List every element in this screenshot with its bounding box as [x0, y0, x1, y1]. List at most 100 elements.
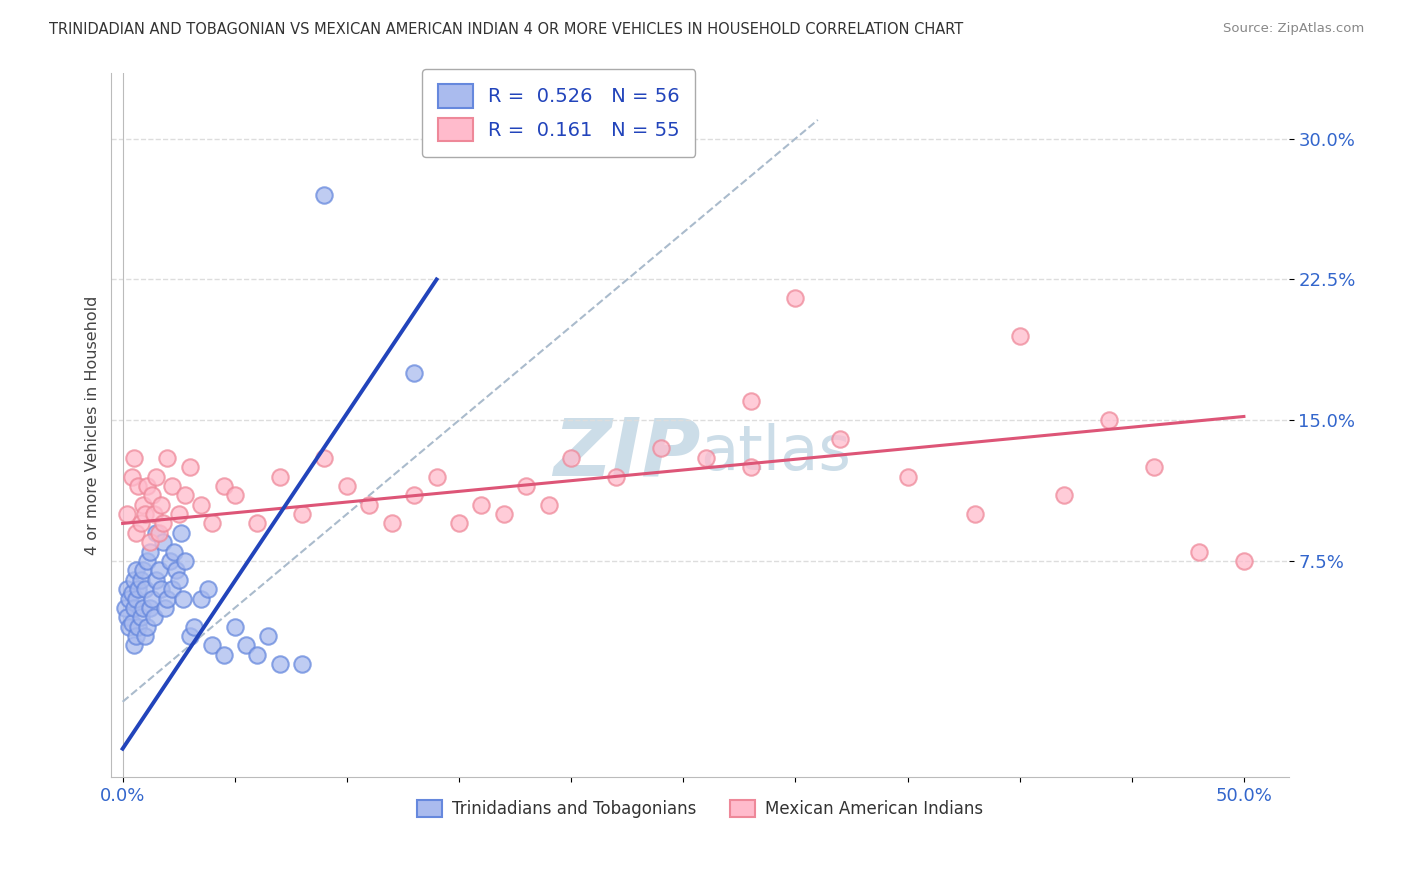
- Point: [118, 620, 141, 634]
- Point: [163, 544, 186, 558]
- Point: [148, 525, 170, 540]
- Point: [212, 479, 235, 493]
- Point: [156, 450, 179, 465]
- Point: [190, 498, 212, 512]
- Point: [145, 573, 167, 587]
- Point: [122, 639, 145, 653]
- Point: [605, 469, 627, 483]
- Point: [145, 469, 167, 483]
- Point: [740, 460, 762, 475]
- Point: [149, 582, 172, 596]
- Point: [129, 516, 152, 531]
- Point: [115, 610, 138, 624]
- Point: [160, 479, 183, 493]
- Point: [359, 498, 381, 512]
- Text: Source: ZipAtlas.com: Source: ZipAtlas.com: [1223, 22, 1364, 36]
- Point: [167, 573, 190, 587]
- Point: [149, 498, 172, 512]
- Point: [492, 507, 515, 521]
- Text: atlas: atlas: [700, 423, 851, 483]
- Legend: Trinidadians and Tobagonians, Mexican American Indians: Trinidadians and Tobagonians, Mexican Am…: [411, 793, 990, 825]
- Point: [183, 620, 205, 634]
- Point: [515, 479, 537, 493]
- Point: [404, 488, 426, 502]
- Point: [136, 479, 159, 493]
- Point: [1188, 544, 1211, 558]
- Point: [132, 601, 155, 615]
- Point: [1233, 554, 1256, 568]
- Point: [127, 582, 149, 596]
- Point: [426, 469, 449, 483]
- Point: [122, 601, 145, 615]
- Point: [291, 507, 314, 521]
- Point: [143, 610, 166, 624]
- Point: [125, 591, 148, 606]
- Point: [155, 601, 177, 615]
- Point: [156, 591, 179, 606]
- Point: [136, 620, 159, 634]
- Point: [152, 535, 174, 549]
- Point: [125, 525, 148, 540]
- Point: [138, 544, 160, 558]
- Point: [121, 586, 143, 600]
- Point: [1008, 328, 1031, 343]
- Point: [381, 516, 404, 531]
- Point: [224, 620, 246, 634]
- Point: [115, 582, 138, 596]
- Point: [560, 450, 582, 465]
- Point: [129, 573, 152, 587]
- Point: [963, 507, 986, 521]
- Point: [257, 629, 280, 643]
- Point: [143, 507, 166, 521]
- Point: [269, 657, 291, 672]
- Point: [470, 498, 492, 512]
- Point: [165, 563, 187, 577]
- Point: [896, 469, 918, 483]
- Point: [138, 601, 160, 615]
- Text: TRINIDADIAN AND TOBAGONIAN VS MEXICAN AMERICAN INDIAN 4 OR MORE VEHICLES IN HOUS: TRINIDADIAN AND TOBAGONIAN VS MEXICAN AM…: [49, 22, 963, 37]
- Point: [830, 432, 852, 446]
- Point: [160, 582, 183, 596]
- Point: [125, 629, 148, 643]
- Point: [269, 469, 291, 483]
- Point: [246, 648, 269, 662]
- Point: [212, 648, 235, 662]
- Point: [125, 563, 148, 577]
- Point: [159, 554, 181, 568]
- Point: [152, 516, 174, 531]
- Point: [121, 615, 143, 630]
- Point: [122, 450, 145, 465]
- Point: [167, 507, 190, 521]
- Point: [179, 460, 201, 475]
- Point: [115, 507, 138, 521]
- Point: [235, 639, 257, 653]
- Point: [134, 582, 156, 596]
- Point: [136, 554, 159, 568]
- Point: [141, 591, 163, 606]
- Point: [118, 591, 141, 606]
- Point: [650, 442, 672, 456]
- Point: [404, 367, 426, 381]
- Point: [121, 469, 143, 483]
- Point: [740, 394, 762, 409]
- Point: [197, 582, 219, 596]
- Point: [132, 563, 155, 577]
- Point: [291, 657, 314, 672]
- Point: [132, 498, 155, 512]
- Point: [246, 516, 269, 531]
- Point: [148, 563, 170, 577]
- Point: [170, 525, 193, 540]
- Point: [129, 610, 152, 624]
- Point: [127, 479, 149, 493]
- Point: [190, 591, 212, 606]
- Point: [224, 488, 246, 502]
- Point: [314, 188, 336, 202]
- Point: [134, 629, 156, 643]
- Point: [145, 525, 167, 540]
- Point: [336, 479, 359, 493]
- Point: [1098, 413, 1121, 427]
- Point: [537, 498, 560, 512]
- Point: [122, 573, 145, 587]
- Point: [174, 488, 197, 502]
- Point: [201, 639, 224, 653]
